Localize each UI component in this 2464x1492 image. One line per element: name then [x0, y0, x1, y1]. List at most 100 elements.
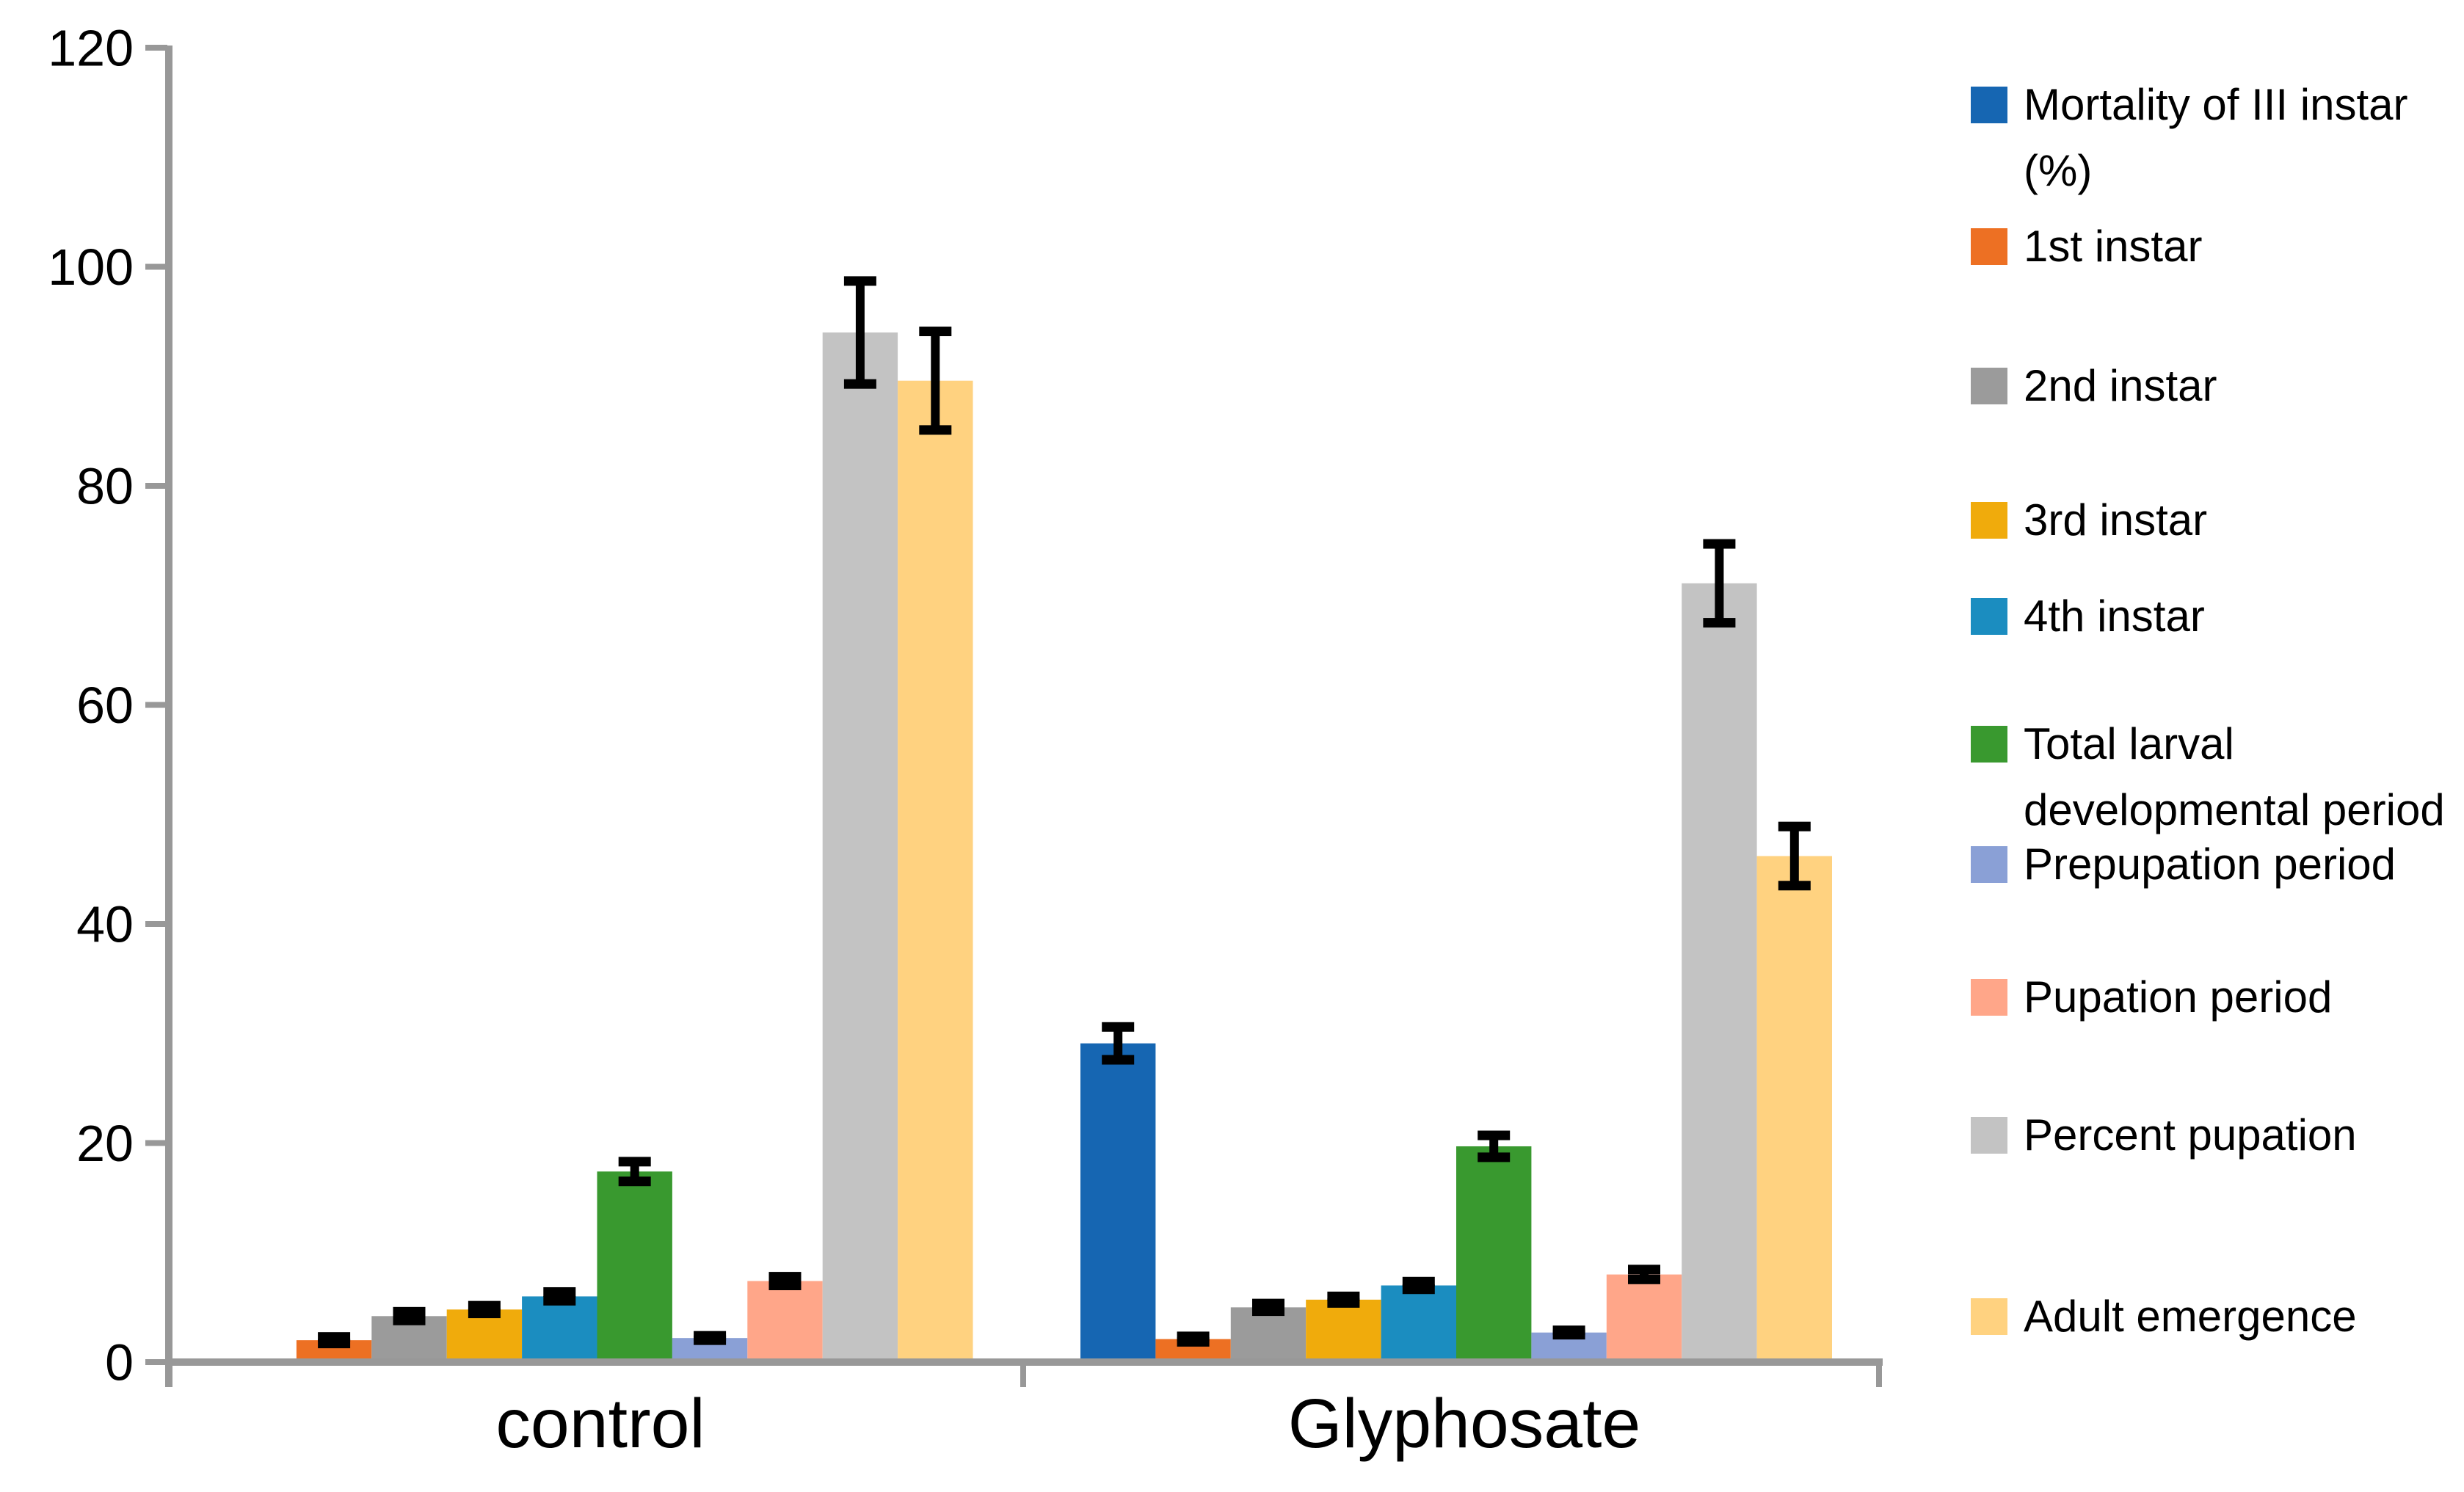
error-bar-cap-bottom — [318, 1339, 351, 1349]
error-bar-cap-top — [1102, 1022, 1135, 1032]
error-bar-cap-bottom — [468, 1309, 501, 1319]
error-bar — [1102, 1022, 1135, 1065]
bar — [1306, 1299, 1381, 1362]
y-axis-tick — [145, 263, 167, 270]
x-category-labels: control Glyphosate — [495, 1385, 1640, 1463]
error-bar-cap-bottom — [1177, 1336, 1210, 1347]
error-bar — [1177, 1331, 1210, 1347]
error-bar-cap-top — [1402, 1276, 1435, 1287]
error-bars-layer — [318, 276, 1811, 1349]
error-bar — [1478, 1130, 1511, 1162]
error-bar — [919, 327, 952, 435]
error-bar-cap-bottom — [543, 1295, 576, 1306]
error-bar — [1252, 1298, 1284, 1317]
y-tick-label: 80 — [76, 458, 134, 515]
error-bar — [618, 1157, 651, 1187]
error-bar-cap-bottom — [768, 1281, 802, 1291]
y-tick-label: 40 — [76, 896, 134, 953]
error-bar-cap-bottom — [1628, 1274, 1660, 1284]
error-bar — [768, 1272, 802, 1291]
bar — [597, 1171, 672, 1362]
error-bar — [1552, 1325, 1585, 1340]
error-bar-cap-top — [1478, 1130, 1511, 1140]
bar — [1230, 1307, 1306, 1362]
error-bar-cap-top — [919, 327, 952, 337]
error-bar-cap-top — [618, 1157, 651, 1167]
bar — [1682, 583, 1757, 1362]
error-bar-line — [1789, 826, 1799, 886]
error-bar-cap-top — [468, 1300, 501, 1311]
axes-layer — [145, 45, 1883, 1387]
bar — [747, 1281, 823, 1362]
y-axis-tick — [145, 702, 167, 708]
error-bar-line — [931, 331, 940, 430]
error-bar-cap-bottom — [694, 1335, 727, 1345]
error-bar — [1703, 539, 1736, 628]
y-axis-line — [165, 46, 172, 1387]
bar — [1756, 856, 1832, 1362]
error-bar-cap-bottom — [1252, 1306, 1284, 1317]
bar — [822, 332, 898, 1362]
error-bar-cap-top — [1252, 1298, 1284, 1309]
bar-group-control — [296, 332, 973, 1362]
error-bar-cap-bottom — [843, 379, 876, 389]
x-category-label: Glyphosate — [1288, 1385, 1641, 1463]
error-bar-line — [1715, 544, 1724, 623]
y-axis-tick — [145, 483, 167, 489]
y-tick-labels: 0 20 40 60 80 100 120 — [48, 20, 134, 1391]
bar — [1381, 1285, 1456, 1362]
y-axis-tick — [145, 921, 167, 927]
error-bar-cap-bottom — [393, 1315, 426, 1325]
bar — [522, 1296, 597, 1362]
y-axis-tick — [145, 1140, 167, 1146]
error-bar-cap-bottom — [1778, 881, 1811, 891]
y-tick-label: 120 — [48, 20, 134, 77]
x-axis-tick — [1020, 1362, 1026, 1387]
y-tick-label: 20 — [76, 1115, 134, 1172]
error-bar-cap-bottom — [1552, 1330, 1585, 1340]
error-bar — [318, 1332, 351, 1349]
x-category-label: control — [495, 1385, 705, 1463]
bar — [1080, 1043, 1156, 1362]
bar — [446, 1309, 523, 1362]
error-bar-cap-top — [768, 1272, 802, 1282]
bars-layer — [296, 332, 1832, 1362]
error-bar — [694, 1331, 727, 1345]
error-bar — [1402, 1276, 1435, 1295]
bar — [898, 380, 973, 1362]
error-bar-cap-bottom — [618, 1176, 651, 1187]
error-bar-cap-bottom — [919, 425, 952, 435]
error-bar-cap-top — [393, 1306, 426, 1317]
y-axis-tick — [145, 1359, 167, 1365]
bar-group-Glyphosate — [1080, 583, 1832, 1362]
y-tick-label: 60 — [76, 677, 134, 734]
error-bar-cap-top — [1628, 1264, 1660, 1275]
error-bar-line — [1113, 1027, 1123, 1060]
error-bar — [543, 1287, 576, 1306]
bar — [1606, 1274, 1682, 1362]
error-bar-cap-bottom — [1703, 618, 1736, 628]
y-tick-label: 100 — [48, 239, 134, 296]
error-bar-line — [855, 280, 865, 385]
error-bar-cap-top — [1703, 539, 1736, 549]
error-bar — [393, 1306, 426, 1325]
error-bar — [843, 276, 876, 389]
error-bar — [1778, 821, 1811, 891]
error-bar-line — [630, 1161, 639, 1182]
x-axis-tick — [166, 1362, 172, 1387]
error-bar-cap-top — [843, 276, 876, 286]
x-axis-tick — [1876, 1362, 1882, 1387]
error-bar-line — [1489, 1135, 1499, 1157]
error-bar-cap-bottom — [1402, 1284, 1435, 1295]
error-bar — [1628, 1264, 1660, 1284]
error-bar-cap-top — [1778, 821, 1811, 831]
y-axis-tick — [145, 45, 167, 51]
error-bar-cap-top — [543, 1287, 576, 1297]
error-bar-cap-bottom — [1102, 1055, 1135, 1065]
error-bar — [1327, 1291, 1360, 1308]
error-bar-cap-bottom — [1327, 1298, 1360, 1308]
error-bar — [468, 1300, 501, 1319]
y-tick-label: 0 — [105, 1334, 134, 1391]
